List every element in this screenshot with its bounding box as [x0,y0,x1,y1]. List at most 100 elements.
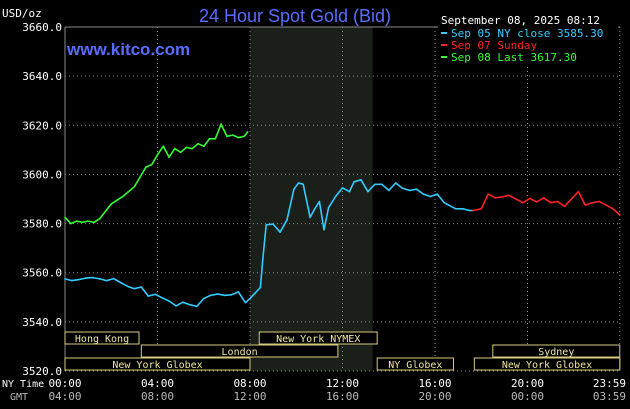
series-1-point [85,277,87,279]
series-1-point [293,188,295,190]
series-3-point [64,216,66,219]
gmt-label: GMT [10,392,28,403]
series-2-point [577,190,580,193]
series-3-point [208,138,211,140]
series-3-point [81,221,84,224]
series-1-point [216,293,219,295]
series-2-point [529,197,531,200]
y-tick-label: 3640.0 [22,70,62,83]
market-box [473,357,621,371]
legend-entry: Sep 05 NY close 3585.30 [451,27,603,40]
series-1-point [209,294,212,297]
series-3-point [139,176,141,178]
series-3-point [98,217,101,220]
series-1-point [161,297,163,299]
series-2-point [515,198,517,200]
series-3-point [168,156,170,158]
series-1-point [286,219,288,221]
y-unit-label: USD/oz [2,7,42,20]
series-3-point [231,134,234,136]
market-label: New York Globex [112,360,202,371]
series-1-point [422,193,425,195]
series-1-point [71,279,73,282]
series-1-point [323,228,325,231]
series-3-point [203,145,205,147]
series-3-point [226,135,228,138]
series-2-point [487,193,490,195]
x-tick-label-gmt: 03:59 [593,390,626,403]
x-tick-label-ny: 16:00 [418,377,451,390]
series-1-point [78,278,80,281]
x-tick-label-gmt: 04:00 [48,390,81,403]
series-2-point [563,205,566,208]
y-tick-label: 3660.0 [22,21,62,34]
series-2-point [556,200,559,203]
market-label: London [222,347,258,358]
series-1-point [259,286,262,289]
market-sessions: Hong Kong London New York Globex New York N… [64,331,621,371]
series-1-point [318,200,321,203]
series-2-point [494,197,496,199]
series-3-point [174,147,176,150]
legend-entry: Sep 07 Sunday [451,39,537,52]
series-1-point [182,301,184,304]
series-1-point [348,190,351,193]
series-3-point [87,220,89,222]
series-2-point [508,194,510,197]
market-box [64,357,251,371]
x-tick-label-gmt: 20:00 [418,390,451,403]
x-tick-label-gmt: 12:00 [233,390,266,403]
series-1-point [112,277,115,280]
series-3-point [156,154,159,156]
series-3-point [145,166,147,168]
y-tick-label: 3540.0 [22,316,62,329]
market-box [140,344,339,358]
ny-time-label: NY Time [2,379,44,390]
x-tick-label-gmt: 08:00 [141,390,174,403]
series-3-point [246,131,249,133]
series-3-point [237,136,240,139]
series-3-point [214,138,217,140]
series-1-point [249,297,251,300]
series-2-point [612,208,614,210]
series-2-point [536,201,538,203]
series-2-point [542,197,545,199]
y-tick-label: 3580.0 [22,218,62,231]
series-2-point [501,196,503,198]
series-1-point [327,206,330,209]
series-3-point [75,220,78,222]
market-label: New York Globex [502,360,592,371]
series-1-point [302,183,305,186]
x-tick-labels: 00:0004:0004:0008:0008:0012:0012:0016:00… [48,377,626,403]
y-tick-labels: 3520.0 3540.0 3560.0 3580.0 3600.0 3620.0 3640… [22,21,62,378]
series-1-point [230,294,233,296]
series-1-point [341,187,344,189]
series-1-point [408,189,411,192]
series-1-point [237,291,240,293]
timestamp: September 08, 2025 08:12 [441,14,600,27]
series-3-point [133,185,136,188]
series-1-point [353,181,355,183]
series-1-point [244,301,247,304]
series-3-point [150,163,153,166]
series-2-point [570,198,573,200]
series-1-point [401,187,404,190]
source-watermark: www.kitco.com [66,40,190,59]
series-1-point [92,276,94,279]
series-1-point [381,183,383,186]
series-1-point [133,287,136,290]
series-1-point [175,305,177,307]
series-1-point [154,293,156,296]
series-1-point [98,278,101,280]
series-1-point [261,259,264,262]
series-3-point [93,221,95,224]
series-1-point [272,223,274,225]
series-1-point [253,292,256,295]
series-1-point [334,195,337,198]
market-box [64,331,140,345]
series-1-point [436,193,439,195]
series-1-point [309,216,311,219]
series-1-point [394,182,397,184]
